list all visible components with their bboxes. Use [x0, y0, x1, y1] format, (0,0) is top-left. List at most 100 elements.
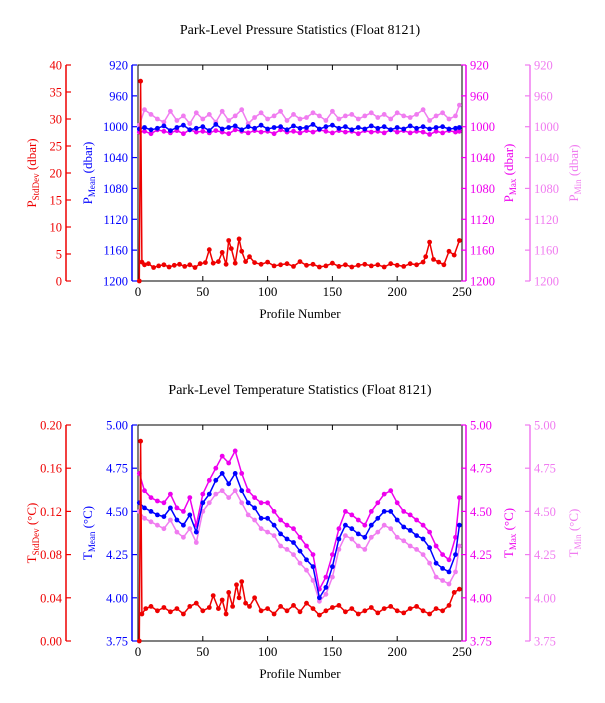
max-point: [168, 491, 173, 497]
mean-point: [362, 534, 368, 540]
mean-point: [323, 585, 329, 590]
x-tick-label: 150: [323, 644, 343, 659]
min-point: [349, 112, 355, 117]
mean-point: [336, 536, 342, 542]
x-tick-label: 0: [135, 644, 142, 659]
min-point: [368, 534, 374, 540]
min-tick-label: 4.50: [534, 505, 556, 519]
stddev-point: [423, 254, 429, 260]
min-point: [453, 569, 458, 575]
min-point: [446, 581, 452, 587]
min-point: [375, 529, 381, 535]
mean-point: [168, 128, 173, 134]
stddev-point: [343, 609, 348, 615]
stddev-tick-label: 5: [56, 248, 62, 262]
min-point: [420, 552, 426, 557]
min-point: [193, 540, 199, 545]
min-point: [401, 113, 407, 119]
stddev-point: [138, 438, 144, 444]
mean-tick-label: 4.00: [106, 591, 128, 605]
stddev-point: [230, 604, 236, 609]
stddev-point: [420, 608, 426, 614]
mean-point: [181, 122, 186, 128]
min-tick-label: 1120: [534, 213, 559, 227]
stddev-point: [193, 600, 199, 606]
mean-point: [304, 125, 309, 130]
mean-point: [291, 123, 296, 129]
min-point: [304, 567, 309, 573]
mean-tick-label: 1000: [103, 120, 128, 134]
stddev-point: [310, 606, 316, 611]
max-point: [148, 495, 154, 500]
min-point: [317, 598, 322, 604]
stddev-tick-label: 0.16: [40, 462, 62, 476]
min-point: [284, 118, 290, 123]
mean-tick-label: 1080: [103, 182, 128, 196]
max-point: [213, 128, 219, 134]
stddev-point: [151, 265, 157, 270]
min-point: [142, 515, 147, 521]
min-tick-label: 1040: [534, 151, 559, 165]
mean-point: [401, 126, 407, 132]
min-point: [161, 119, 167, 125]
max-point: [265, 500, 270, 506]
min-point: [291, 112, 296, 117]
mean-point: [457, 125, 462, 130]
stddev-point: [265, 606, 270, 611]
stddev-point: [330, 260, 335, 266]
mean-point: [394, 125, 400, 130]
min-point: [219, 108, 225, 114]
min-point: [457, 102, 462, 108]
stddev-point: [252, 595, 257, 601]
mean-point: [388, 509, 394, 514]
stddev-point: [136, 638, 142, 644]
stddev-point: [166, 264, 172, 270]
stddev-point: [200, 608, 206, 614]
max-point: [193, 129, 199, 135]
min-point: [427, 560, 432, 566]
stddev-point: [271, 263, 277, 269]
stddev-point: [148, 604, 154, 609]
max-tick-label: 1200: [470, 275, 495, 289]
min-tick-label: 1200: [534, 275, 559, 289]
stddev-point: [174, 606, 180, 611]
max-point: [349, 512, 355, 518]
min-point: [407, 115, 413, 120]
max-point: [407, 130, 413, 136]
stddev-point: [243, 259, 249, 264]
max-point: [297, 534, 303, 540]
mean-point: [375, 515, 381, 521]
stddev-tick-label: 0.12: [40, 505, 62, 519]
stddev-point: [436, 259, 442, 265]
mean-point: [401, 524, 407, 530]
min-point: [457, 543, 462, 549]
mean-point: [407, 528, 413, 533]
chart-title: Park-Level Pressure Statistics (Float 81…: [180, 23, 421, 38]
stddev-tick-label: 35: [50, 86, 63, 100]
mean-point: [446, 569, 452, 575]
max-point: [355, 517, 361, 523]
min-point: [355, 116, 361, 122]
stddev-point: [216, 606, 221, 611]
x-tick-label: 100: [258, 284, 278, 299]
stddev-point: [177, 261, 182, 267]
max-point: [343, 129, 348, 135]
max-point: [219, 453, 225, 459]
max-point: [245, 488, 251, 494]
max-axis-label: TMax (°C): [501, 508, 518, 558]
max-tick-label: 1040: [470, 151, 495, 165]
stddev-point: [143, 606, 149, 611]
min-point: [278, 543, 283, 549]
max-point: [420, 129, 426, 135]
min-tick-label: 4.75: [534, 462, 556, 476]
mean-point: [349, 127, 355, 133]
min-point: [317, 113, 322, 119]
min-point: [168, 108, 173, 114]
stddev-point: [323, 263, 329, 269]
stddev-axis-label: TStdDev (°C): [24, 503, 41, 564]
x-tick-label: 200: [387, 644, 407, 659]
stddev-point: [323, 608, 329, 614]
max-point: [323, 128, 329, 134]
max-point: [187, 495, 193, 500]
max-point: [420, 522, 426, 528]
